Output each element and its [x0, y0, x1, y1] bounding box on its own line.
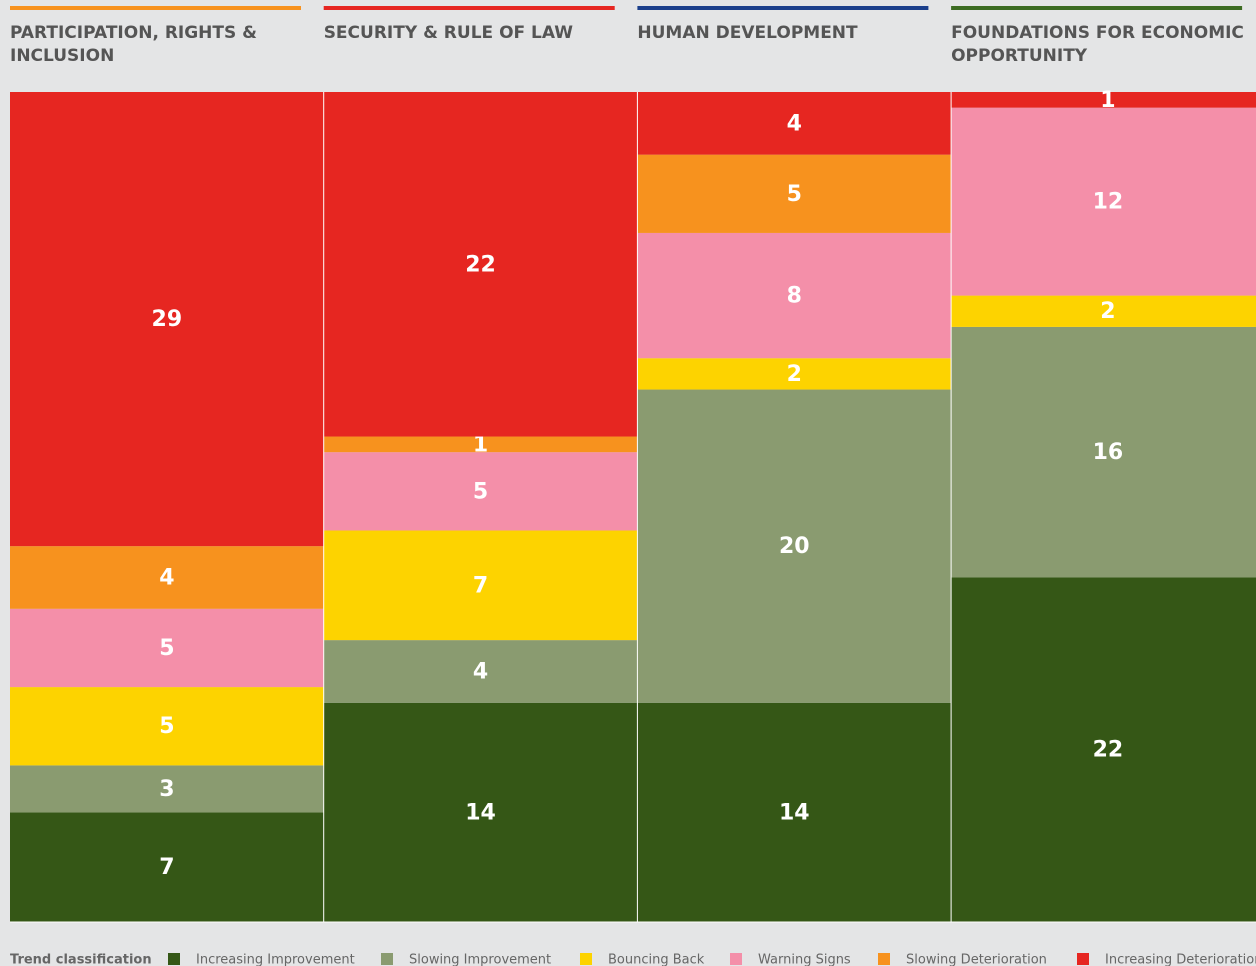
bar-segment: [637, 232, 952, 359]
data-label: 8: [787, 284, 802, 309]
data-label: 4: [473, 659, 488, 684]
bar-segment: [323, 530, 638, 641]
bar-segment: [10, 812, 324, 922]
header-bar: [951, 6, 1243, 10]
legend-label: Bouncing Back: [608, 953, 705, 966]
legend-label: Slowing Improvement: [409, 953, 551, 966]
bar-segment: [323, 92, 638, 437]
data-label: 5: [159, 636, 174, 661]
bar-segment: [637, 358, 952, 390]
bar-segment: [10, 92, 324, 547]
bar-segment: [10, 765, 324, 813]
bar-segment: [323, 640, 638, 703]
legend-swatch: [878, 953, 890, 965]
legend-title: Trend classification: [10, 953, 152, 966]
data-label: 29: [152, 307, 183, 332]
data-label: 7: [159, 855, 174, 880]
data-label: 4: [159, 565, 174, 590]
data-label: 2: [1100, 299, 1115, 324]
bar-segment: [951, 107, 1256, 296]
data-label: 5: [159, 714, 174, 739]
header-bar: [637, 6, 929, 10]
legend-label: Increasing Improvement: [196, 953, 355, 966]
bar-segment: [637, 92, 952, 155]
bar-segment: [637, 389, 952, 703]
data-label: 14: [779, 800, 810, 825]
bar-segment: [951, 295, 1256, 327]
header-bar: [323, 6, 615, 10]
legend-label: Warning Signs: [758, 953, 851, 966]
bar-segment: [323, 702, 638, 922]
header-bar: [10, 6, 301, 10]
legend-swatch: [381, 953, 393, 965]
data-label: 2: [787, 362, 802, 387]
data-label: 12: [1093, 190, 1124, 215]
data-label: 4: [787, 111, 802, 136]
column-header: PARTICIPATION, RIGHTS & INCLUSION: [10, 23, 257, 66]
data-label: 22: [1093, 738, 1124, 763]
legend-swatch: [1077, 953, 1089, 965]
data-label: 14: [465, 800, 496, 825]
bar-segment: [637, 702, 952, 922]
column-header: FOUNDATIONS FOR ECONOMIC OPPORTUNITY: [951, 23, 1244, 66]
data-label: 1: [473, 432, 488, 457]
column-header: HUMAN DEVELOPMENT: [637, 23, 858, 43]
column-header: SECURITY & RULE OF LAW: [323, 23, 574, 43]
legend-swatch: [168, 953, 180, 965]
bar-segment: [323, 452, 638, 531]
data-label: 3: [159, 777, 174, 802]
legend-label: Increasing Deterioration: [1105, 953, 1256, 966]
data-label: 22: [465, 252, 496, 277]
legend-label: Slowing Deterioration: [906, 953, 1047, 966]
bar-segment: [951, 577, 1256, 922]
bar-segment: [637, 154, 952, 233]
data-label: 5: [473, 479, 488, 504]
bar-segment: [323, 436, 638, 453]
bar-segment: [10, 687, 324, 766]
bar-segment: [10, 546, 324, 609]
bar-segment: [951, 326, 1256, 578]
data-label: 5: [787, 182, 802, 207]
bar-segment: [10, 608, 324, 688]
data-label: 7: [473, 573, 488, 598]
data-label: 1: [1100, 88, 1115, 113]
legend-swatch: [730, 953, 742, 965]
data-label: 20: [779, 534, 810, 559]
bar-segment: [951, 92, 1256, 108]
data-label: 16: [1093, 440, 1124, 465]
legend-swatch: [580, 953, 592, 965]
